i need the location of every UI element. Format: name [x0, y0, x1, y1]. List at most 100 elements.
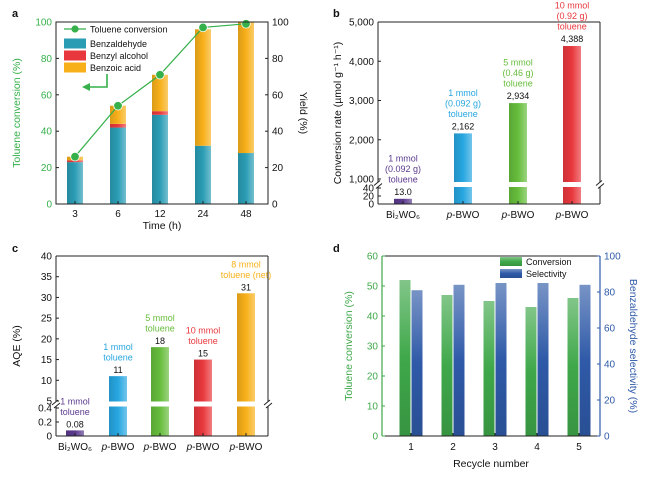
bar-c	[237, 293, 255, 436]
bar-a-benzaldehyde	[110, 127, 126, 204]
bar-d-conversion	[525, 307, 537, 436]
x-tick-label-a: 6	[115, 209, 121, 220]
legend-label-conversion: Toluene conversion	[90, 25, 168, 35]
x-tick-label-c: p-BWO	[186, 442, 220, 453]
data-label-b: 2,934	[507, 91, 530, 101]
y-tick-label-d-left: 0	[372, 432, 378, 443]
annotation-b: 10 mmol	[555, 1, 590, 11]
y-axis-title-d-right: Benzaldehyde selectivity (%)	[627, 279, 639, 413]
y-tick-label-a-right: 80	[272, 54, 284, 65]
axis-break-gap-c	[108, 401, 128, 407]
bar-a-benzaldehyde	[238, 153, 254, 204]
conversion-point	[241, 19, 251, 29]
y-tick-label-a-left: 40	[41, 127, 53, 138]
y-tick-label-c: 30	[41, 293, 53, 304]
data-label-b: 13.0	[394, 187, 412, 197]
bar-c	[194, 359, 212, 436]
axis-break-gap-c	[150, 401, 170, 407]
y-tick-label-c: 40	[41, 252, 53, 263]
bar-a-benzyl-alcohol	[152, 111, 168, 115]
panel-label-c: c	[12, 243, 18, 255]
conversion-point	[113, 101, 123, 111]
data-label-c: 31	[241, 282, 251, 292]
y-tick-label-c: 35	[41, 272, 53, 283]
annotation-b: toluene	[448, 109, 478, 119]
legend-swatch-conversion	[500, 257, 522, 266]
x-tick-label-d: 1	[408, 442, 414, 453]
axis-break-gap-c-right	[265, 401, 272, 407]
data-label-c: 0.08	[66, 419, 84, 429]
y-tick-label-a-left: 100	[35, 18, 52, 29]
annotation-c: 10 mmol	[186, 326, 221, 336]
y-axis-title-c: AQE (%)	[11, 325, 23, 366]
legend-label-benzaldehyde: Benzaldehyde	[90, 39, 147, 49]
y-tick-label-c: 25	[41, 314, 53, 325]
bar-a-benzoic-acid	[152, 74, 168, 112]
x-tick-label-a: 12	[154, 209, 166, 220]
y-tick-label-c: 0.2	[38, 418, 52, 429]
legend-swatch-benzaldehyde	[64, 38, 86, 49]
legend-marker-conversion	[71, 25, 79, 33]
annotation-c: 8 mmol	[231, 259, 261, 269]
plot-frame-a	[55, 21, 269, 205]
bar-b	[454, 133, 472, 204]
annotation-c: toluene (net)	[221, 270, 272, 280]
annotation-c: toluene	[103, 353, 133, 363]
axis-break-gap-c	[193, 401, 213, 407]
y-tick-label-a-left: 80	[41, 54, 53, 65]
bar-d-selectivity	[495, 283, 507, 436]
bar-d-conversion	[483, 301, 495, 436]
axis-break-icon	[263, 399, 273, 409]
x-tick-label-c: p-BWO	[101, 442, 135, 453]
legend-label-benzyl-alcohol: Benzyl alcohol	[90, 51, 148, 61]
y-tick-label-b: 3,000	[349, 96, 374, 107]
y-tick-label-d-left: 50	[367, 282, 379, 293]
panel-label-d: d	[333, 243, 340, 255]
legend-label-benzoic-acid: Benzoic acid	[90, 63, 141, 73]
y-axis-title-d-left: Toluene conversion (%)	[343, 291, 355, 401]
annotation-b: 5 mmol	[503, 58, 533, 68]
y-tick-label-a-right: 100	[272, 18, 289, 29]
axis-break-gap-c	[236, 401, 256, 407]
data-label-c: 18	[155, 336, 165, 346]
x-tick-label-c: p-BWO	[143, 442, 177, 453]
x-axis-title-d: Recycle number	[453, 458, 529, 470]
panel-label-b: b	[333, 8, 340, 20]
y-tick-label-d-right: 80	[604, 288, 616, 299]
y-tick-label-b: 0	[368, 200, 374, 211]
y-tick-label-d-left: 10	[367, 402, 379, 413]
axis-arrowhead-icon	[82, 83, 90, 91]
y-tick-label-b: 2,000	[349, 135, 374, 146]
x-tick-label-d: 4	[534, 442, 540, 453]
axis-break-gap-b-left	[375, 182, 382, 187]
x-tick-label-c: p-BWO	[229, 442, 263, 453]
axis-break-gap-b	[562, 182, 582, 187]
y-tick-label-d-right: 40	[604, 360, 616, 371]
y-tick-label-d-right: 60	[604, 324, 616, 335]
annotation-c: 1 mmol	[60, 396, 90, 406]
y-tick-label-b: 1,000	[349, 175, 374, 186]
annotation-b: (0.92 g)	[556, 11, 587, 21]
bar-b	[563, 46, 581, 205]
y-tick-label-c: 0.4	[38, 404, 52, 415]
y-tick-label-a-left: 20	[41, 163, 53, 174]
y-tick-label-c: 20	[41, 334, 53, 345]
data-label-b: 4,388	[561, 34, 584, 44]
x-tick-label-d: 3	[492, 442, 498, 453]
y-tick-label-b: 4,000	[349, 57, 374, 68]
annotation-c: toluene	[60, 407, 90, 417]
annotation-c: 1 mmol	[103, 342, 133, 352]
axis-break-gap-b	[508, 182, 528, 187]
y-tick-label-b: 40	[363, 184, 375, 195]
bar-a-benzoic-acid	[195, 29, 211, 146]
annotation-b: 1 mmol	[388, 153, 418, 163]
y-tick-label-a-right: 0	[272, 200, 278, 211]
x-tick-label-d: 2	[450, 442, 456, 453]
bar-a-benzaldehyde	[152, 114, 168, 204]
annotation-b: toluene	[503, 79, 533, 89]
y-tick-label-b: 5,000	[349, 18, 374, 29]
x-tick-label-b: p-BWO	[555, 210, 589, 221]
y-tick-label-c: 0	[46, 432, 52, 443]
x-tick-label-b: p-BWO	[446, 210, 480, 221]
